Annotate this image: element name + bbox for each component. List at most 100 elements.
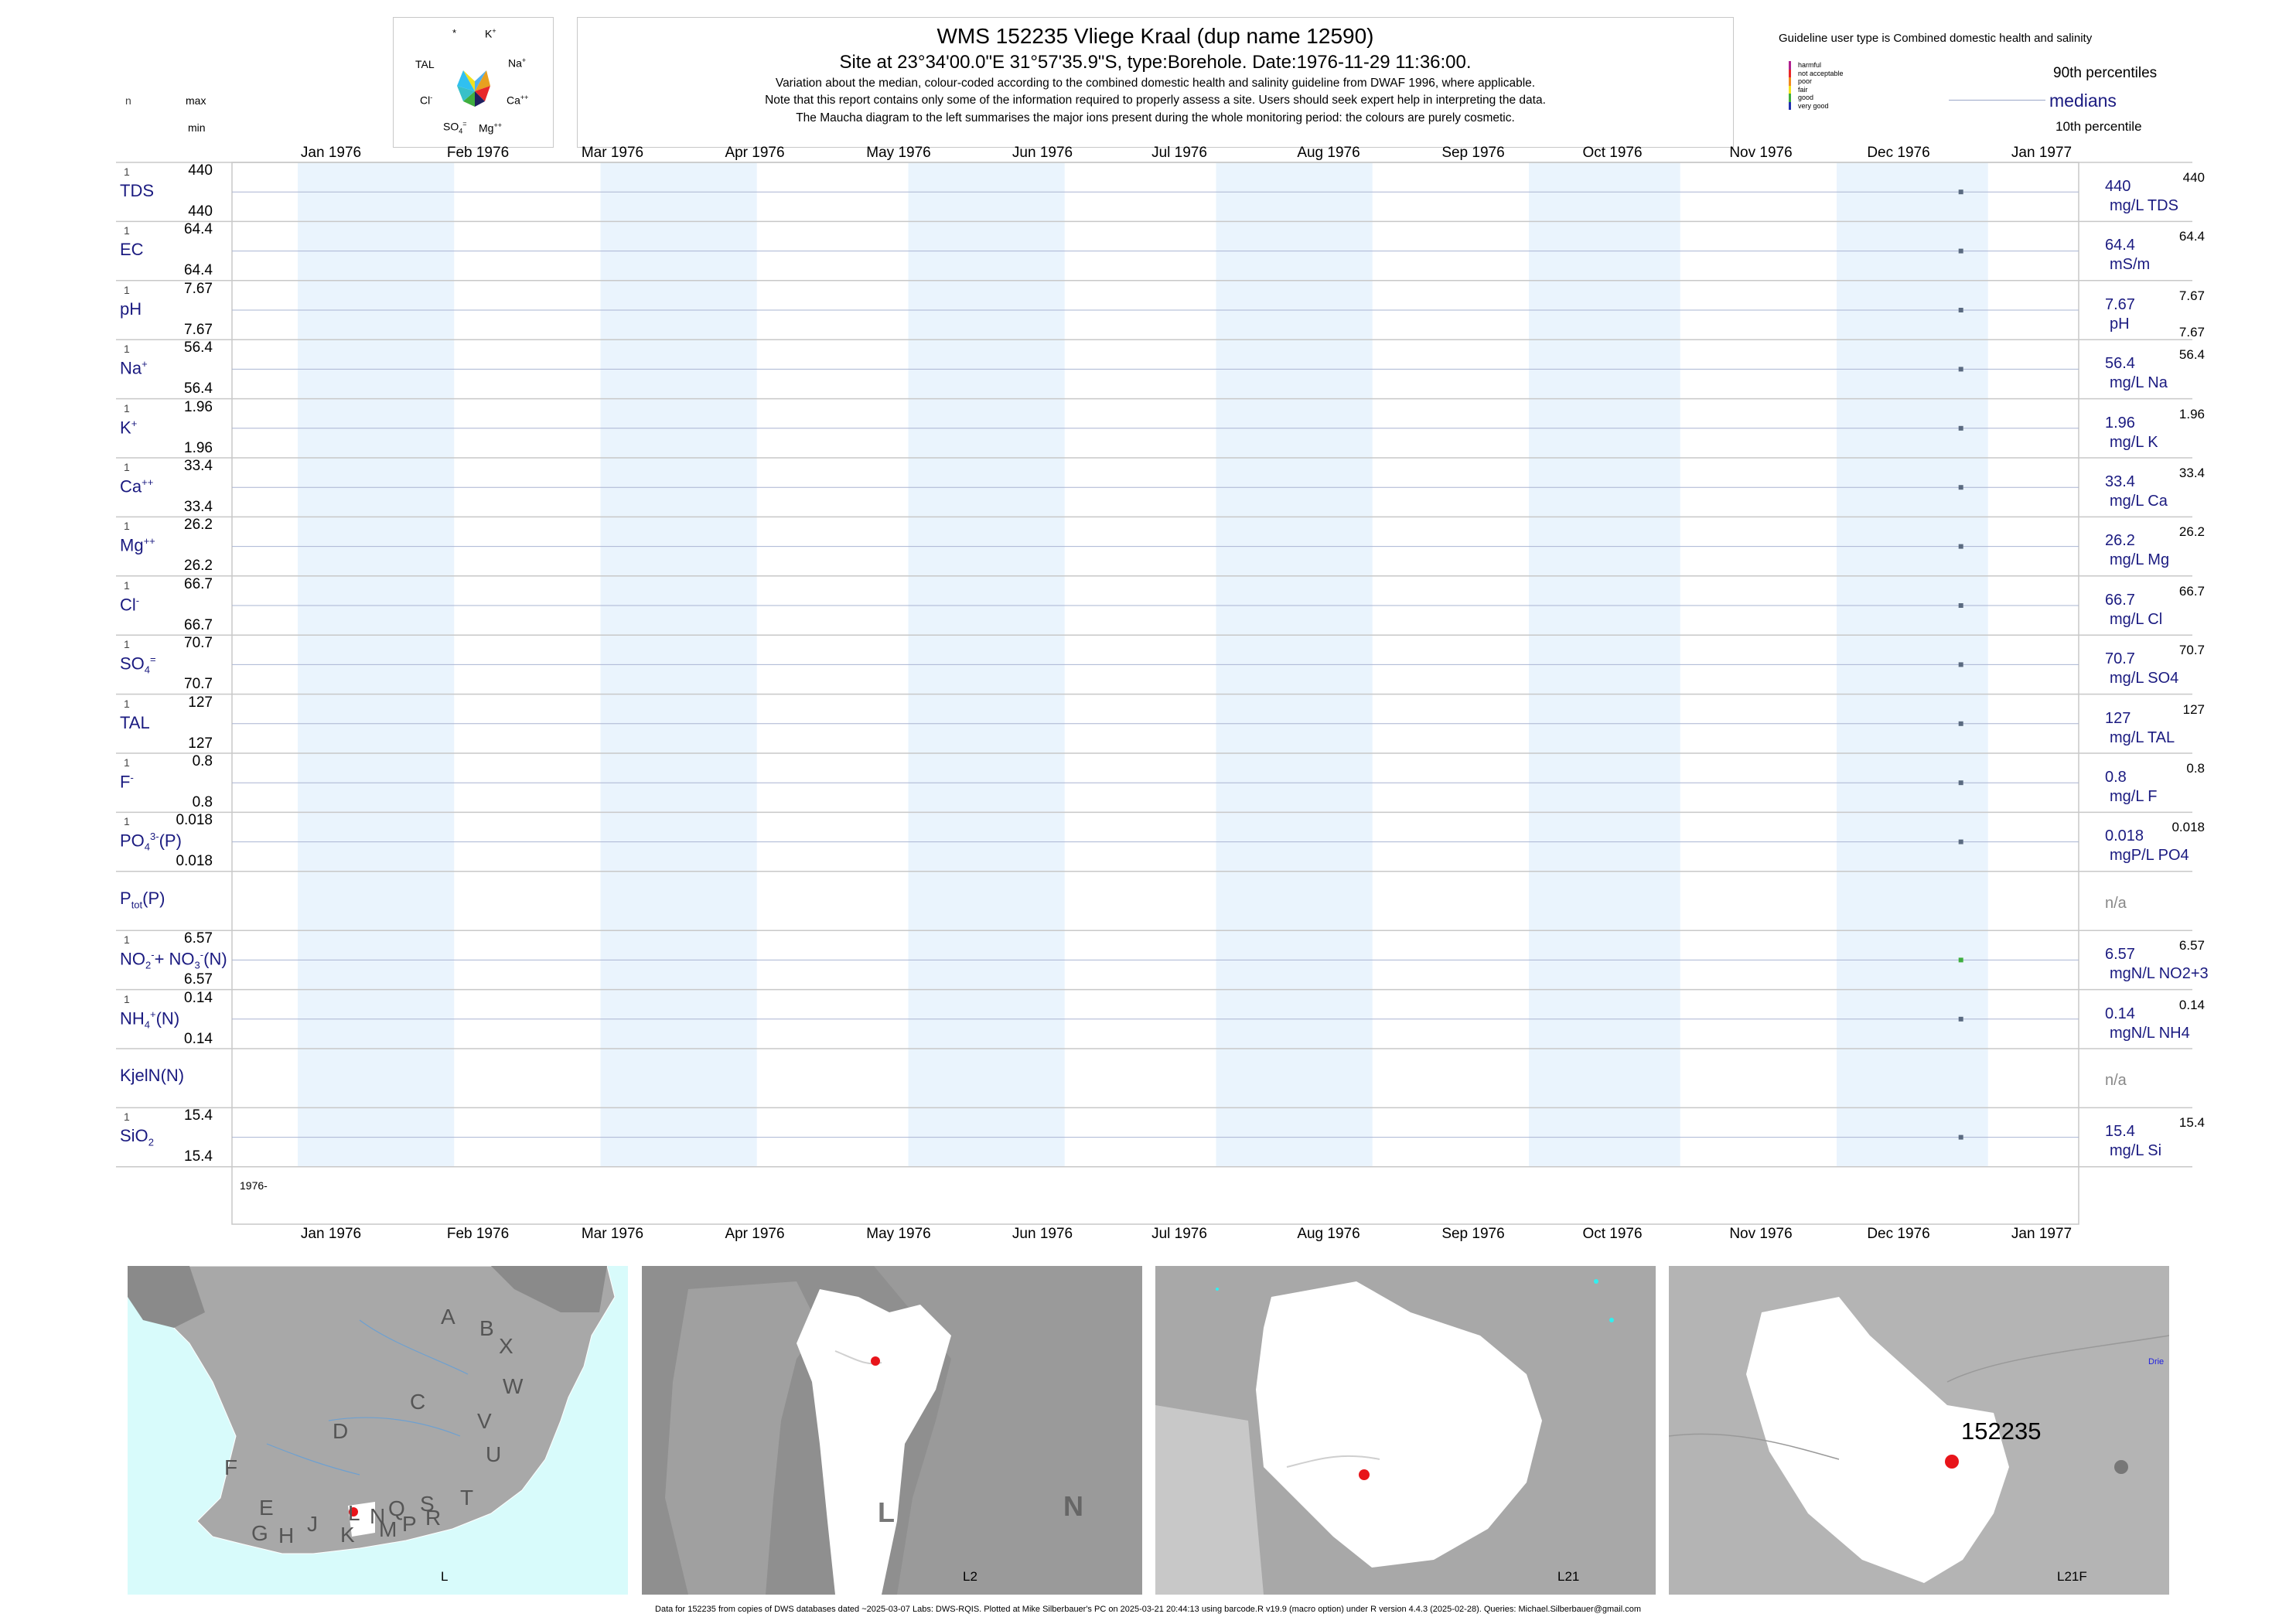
maucha-label-k: K+ <box>485 27 496 40</box>
month-label: Dec 1976 <box>1867 1226 1930 1242</box>
maucha-label-star: * <box>452 27 457 39</box>
max-header: max <box>186 94 206 107</box>
row-na: n/a <box>2105 894 2127 912</box>
data-point <box>1958 780 1963 786</box>
month-label: May 1976 <box>866 1226 931 1242</box>
data-point <box>1958 957 1963 963</box>
row-min: 33.4 <box>184 499 213 515</box>
row-name: K+ <box>120 417 138 437</box>
row-n: 1 <box>124 343 130 356</box>
row-name: PO43-(P) <box>120 831 182 854</box>
row-right-max: 26.2 <box>2178 524 2205 540</box>
row-n: 1 <box>124 224 130 237</box>
row-name: SiO2 <box>120 1126 154 1148</box>
region-letter: M <box>379 1517 397 1541</box>
row-name: SO4= <box>120 653 156 676</box>
map-l2: L N L2 <box>642 1266 1142 1595</box>
data-point <box>1958 1016 1963 1022</box>
legend-swatch <box>1789 77 1791 86</box>
row-right-max: 70.7 <box>2178 643 2205 658</box>
row-min: 0.8 <box>192 794 213 810</box>
row-median: 26.2 <box>2105 532 2135 550</box>
month-label: Nov 1976 <box>1729 1226 1793 1242</box>
month-label: Mar 1976 <box>581 145 644 161</box>
year-label: 1976- <box>240 1179 268 1192</box>
month-label: Oct 1976 <box>1582 145 1643 161</box>
row-name: Ptot(P) <box>120 888 165 911</box>
site-id-label: 152235 <box>1961 1418 2042 1445</box>
row-max: 66.7 <box>184 575 213 592</box>
medians-label: medians <box>2049 90 2117 111</box>
row-unit: mgP/L PO4 <box>2110 847 2189 865</box>
legend-label: harmful <box>1798 61 1822 69</box>
region-letter: E <box>259 1496 274 1520</box>
month-label: Jan 1976 <box>300 1226 362 1242</box>
row-median: 7.67 <box>2105 295 2135 313</box>
maucha-label-ca: Ca++ <box>507 94 529 107</box>
row-right-max: 1.96 <box>2178 406 2205 421</box>
data-point <box>1958 603 1963 608</box>
map-l21f: 152235 Drie L21F <box>1669 1266 2169 1595</box>
row-n: 1 <box>124 992 130 1005</box>
row-max: 6.57 <box>184 930 213 947</box>
site-subtitle: Site at 23°34'00.0"E 31°57'35.9"S, type:… <box>839 52 1472 73</box>
legend-label: fair <box>1798 85 1808 94</box>
row-name: TDS <box>120 181 154 200</box>
row-n: 1 <box>124 461 130 473</box>
row-median: 0.14 <box>2105 1005 2135 1022</box>
row-min: 0.018 <box>176 853 213 870</box>
note-line-3: The Maucha diagram to the left summarise… <box>796 111 1515 125</box>
row-median: 33.4 <box>2105 473 2135 490</box>
row-n: 1 <box>124 283 130 296</box>
map-label-l: L <box>441 1569 449 1584</box>
row-max: 0.8 <box>192 753 213 769</box>
month-label: Mar 1976 <box>581 1226 644 1242</box>
row-unit: pH <box>2110 315 2130 333</box>
row-min: 127 <box>188 735 213 752</box>
row-max: 15.4 <box>184 1107 213 1124</box>
map-l21: L21 <box>1155 1266 1656 1595</box>
row-name: EC <box>120 240 144 260</box>
row-median: 0.8 <box>2105 769 2127 786</box>
region-letter: A <box>441 1305 455 1329</box>
row-min: 64.4 <box>184 262 213 279</box>
row-max: 56.4 <box>184 339 213 357</box>
region-letter: L <box>348 1501 360 1525</box>
month-label: Oct 1976 <box>1582 1226 1643 1242</box>
legend-swatch <box>1789 94 1791 102</box>
row-right-max: 0.8 <box>2186 761 2205 776</box>
legend-swatch <box>1789 85 1791 94</box>
row-max: 440 <box>188 162 213 179</box>
row-unit: mg/L TAL <box>2110 728 2175 746</box>
row-right-max: 64.4 <box>2178 229 2205 244</box>
row-right-max: 6.57 <box>2178 938 2205 954</box>
maucha-star <box>457 70 490 107</box>
map-label-l2: L2 <box>963 1569 977 1584</box>
row-name: NO2-+ NO3-(N) <box>120 949 227 971</box>
region-letter: U <box>486 1442 502 1466</box>
region-letter: D <box>333 1419 349 1443</box>
row-median: 127 <box>2105 709 2131 727</box>
row-median: 1.96 <box>2105 414 2135 432</box>
row-max: 64.4 <box>184 221 213 238</box>
maucha-label-tal: TAL <box>415 58 435 70</box>
row-unit: mS/m <box>2110 256 2151 274</box>
month-label: Jan 1976 <box>300 145 362 161</box>
row-median: 64.4 <box>2105 237 2135 254</box>
timeseries-chart <box>116 162 2192 1225</box>
row-right-max: 66.7 <box>2178 583 2205 599</box>
row-max: 0.018 <box>176 812 213 829</box>
row-min: 66.7 <box>184 616 213 633</box>
row-unit: mg/L TDS <box>2110 197 2178 214</box>
month-label: Dec 1976 <box>1867 145 1930 161</box>
region-letter: V <box>477 1409 492 1433</box>
row-median: 56.4 <box>2105 355 2135 373</box>
maucha-label-mg: Mg++ <box>479 121 502 135</box>
row-min: 6.57 <box>184 971 213 988</box>
data-point <box>1958 839 1963 844</box>
row-max: 7.67 <box>184 280 213 297</box>
month-label: Jan 1977 <box>2011 1226 2073 1242</box>
month-label: Aug 1976 <box>1297 1226 1360 1242</box>
note-line-1: Variation about the median, colour-coded… <box>775 77 1536 90</box>
row-max: 70.7 <box>184 635 213 652</box>
